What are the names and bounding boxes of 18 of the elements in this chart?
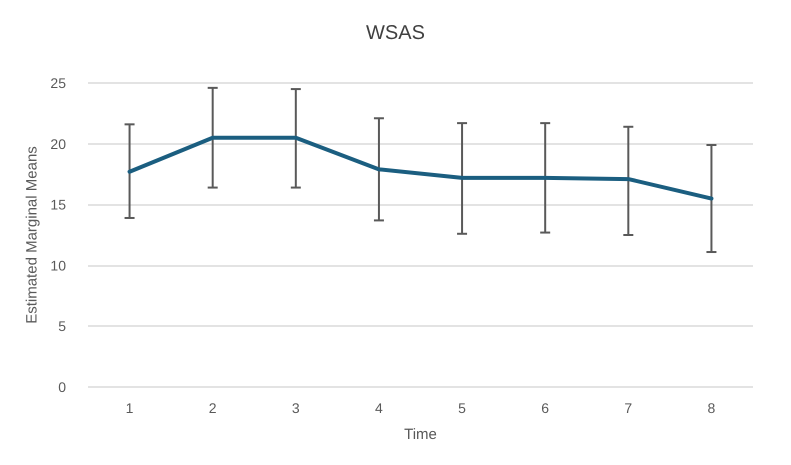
y-tick-label: 0 — [58, 379, 66, 395]
x-tick-label: 8 — [708, 400, 716, 416]
x-tick-label: 3 — [292, 400, 300, 416]
y-tick-label: 25 — [50, 75, 66, 91]
chart-title: WSAS — [366, 22, 425, 44]
x-tick-label: 1 — [126, 400, 134, 416]
x-axis-title: Time — [404, 426, 437, 443]
x-tick-label: 7 — [624, 400, 632, 416]
y-tick-label: 15 — [50, 196, 66, 213]
x-tick-label: 2 — [208, 400, 217, 416]
y-tick-label: 20 — [50, 136, 66, 152]
y-tick-label: 5 — [58, 318, 66, 334]
y-tick-label: 10 — [50, 257, 66, 274]
x-tick-label: 4 — [375, 400, 384, 416]
x-tick-label: 5 — [458, 400, 466, 416]
x-tick-label: 6 — [541, 400, 550, 416]
y-axis-title: Estimated Marginal Means — [24, 146, 41, 324]
line-series — [128, 136, 714, 201]
